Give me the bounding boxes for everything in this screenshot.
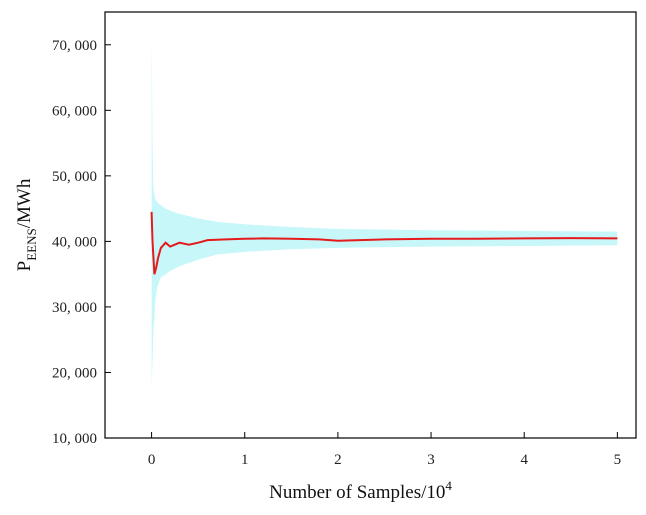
y-axis-label-rest: /MWh bbox=[14, 178, 35, 228]
series-line-0 bbox=[150, 211, 618, 275]
y-tick-label: 60, 000 bbox=[52, 103, 97, 119]
y-axis-ticks: 10, 000 20, 000 30, 000 40, 000 50, 000 60, 0… bbox=[52, 38, 111, 447]
plot-layer bbox=[150, 41, 618, 386]
x-tick-label: 1 bbox=[241, 452, 249, 468]
x-axis-label: Number of Samples/104 bbox=[269, 478, 452, 503]
x-axis-ticks: 0 1 2 3 4 5 bbox=[148, 432, 621, 468]
x-tick-label: 2 bbox=[334, 452, 342, 468]
y-tick-label: 40, 000 bbox=[52, 234, 97, 250]
x-tick-label: 0 bbox=[148, 452, 156, 468]
y-tick-label: 10, 000 bbox=[52, 431, 97, 447]
x-tick-label: 5 bbox=[614, 452, 622, 468]
x-tick-label: 3 bbox=[427, 452, 435, 468]
y-tick-label: 50, 000 bbox=[52, 169, 97, 185]
y-tick-label: 70, 000 bbox=[52, 38, 97, 54]
y-tick-label: 30, 000 bbox=[52, 300, 97, 316]
series-band-0 bbox=[151, 41, 618, 386]
y-axis-label: PEENS/MWh bbox=[14, 178, 39, 271]
y-axis-label-main: P bbox=[14, 261, 35, 272]
y-tick-label: 20, 000 bbox=[52, 365, 97, 381]
y-axis-label-sub: EENS bbox=[24, 228, 39, 261]
x-tick-label: 4 bbox=[520, 452, 528, 468]
x-axis-label-text: Number of Samples/10 bbox=[269, 482, 445, 503]
x-axis-label-sup: 4 bbox=[445, 478, 452, 493]
plot-frame bbox=[104, 11, 637, 439]
